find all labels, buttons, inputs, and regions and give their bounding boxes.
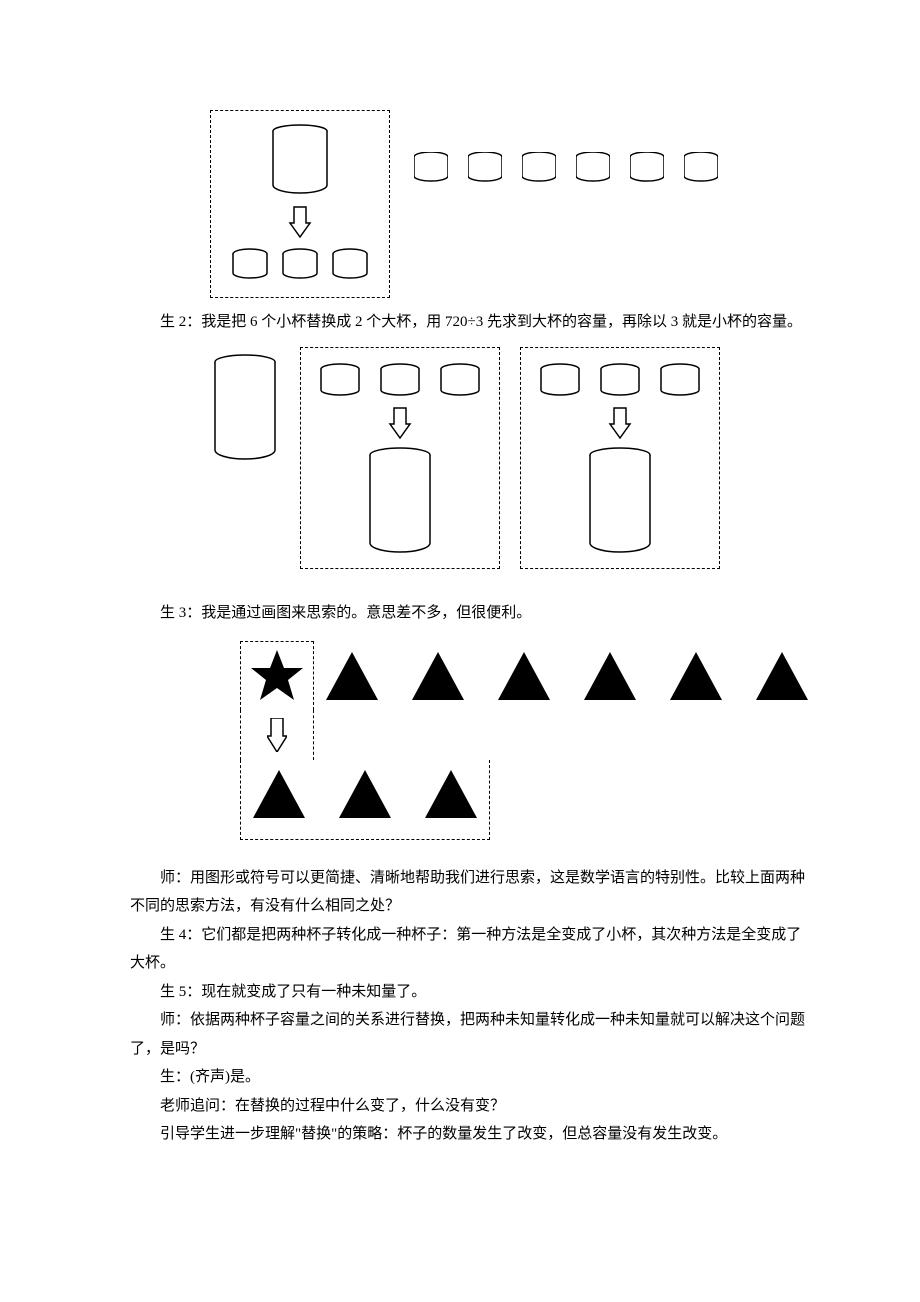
- paragraph-teacher3: 老师追问：在替换的过程中什么变了，什么没有变？: [130, 1092, 810, 1121]
- paragraph-guide: 引导学生进一步理解"替换"的策略：杯子的数量发生了改变，但总容量没有发生改变。: [130, 1120, 810, 1149]
- triangle-icon: [582, 648, 638, 704]
- star-icon: [249, 648, 305, 704]
- triangle-icon: [410, 648, 466, 704]
- figure-3: [240, 641, 810, 840]
- fig2-group-box-1: [300, 347, 500, 569]
- small-cup-icon: [522, 152, 556, 186]
- small-cup-icon: [630, 152, 664, 186]
- triangle-icon: [324, 648, 380, 704]
- fig1-conversion-box: [210, 110, 390, 298]
- paragraph-teacher1: 师：用图形或符号可以更简捷、清晰地帮助我们进行思索，这是数学语言的特别性。比较上…: [130, 864, 810, 921]
- triangle-icon: [754, 648, 810, 704]
- down-arrow-icon: [267, 718, 287, 752]
- triangle-icon: [251, 766, 307, 822]
- small-cup-icon: [468, 152, 502, 186]
- fig3-top-triangles: [324, 648, 810, 704]
- fig2-group2-svg: [535, 358, 705, 558]
- fig2-group-box-2: [520, 347, 720, 569]
- triangle-icon: [337, 766, 393, 822]
- fig2-group1-svg: [315, 358, 485, 558]
- small-cup-icon: [576, 152, 610, 186]
- paragraph-student3: 生 3：我是通过画图来思索的。意思差不多，但很便利。: [130, 599, 810, 628]
- triangle-icon: [423, 766, 479, 822]
- paragraph-chorus: 生：(齐声)是。: [130, 1063, 810, 1092]
- paragraph-teacher2: 师：依据两种杯子容量之间的关系进行替换，把两种未知量转化成一种未知量就可以解决这…: [130, 1006, 810, 1063]
- paragraph-student5: 生 5：现在就变成了只有一种未知量了。: [130, 978, 810, 1007]
- small-cup-icon: [684, 152, 718, 186]
- paragraph-student2: 生 2：我是把 6 个小杯替换成 2 个大杯，用 720÷3 先求到大杯的容量，…: [130, 308, 810, 337]
- triangle-icon: [668, 648, 724, 704]
- paragraph-student4: 生 4：它们都是把两种杯子转化成一种杯子：第一种方法是全变成了小杯，其次种方法是…: [130, 921, 810, 978]
- figure-2: [210, 347, 810, 569]
- small-cup-icon: [414, 152, 448, 186]
- fig3-triangle-box: [240, 760, 490, 840]
- triangle-icon: [496, 648, 552, 704]
- fig1-box-svg: [225, 119, 375, 289]
- fig2-left-large-cup: [210, 347, 280, 467]
- fig3-star-box: [240, 641, 314, 710]
- fig1-right-cups: [414, 152, 718, 186]
- fig3-arrow-box: [240, 710, 314, 760]
- figure-1: [210, 110, 810, 298]
